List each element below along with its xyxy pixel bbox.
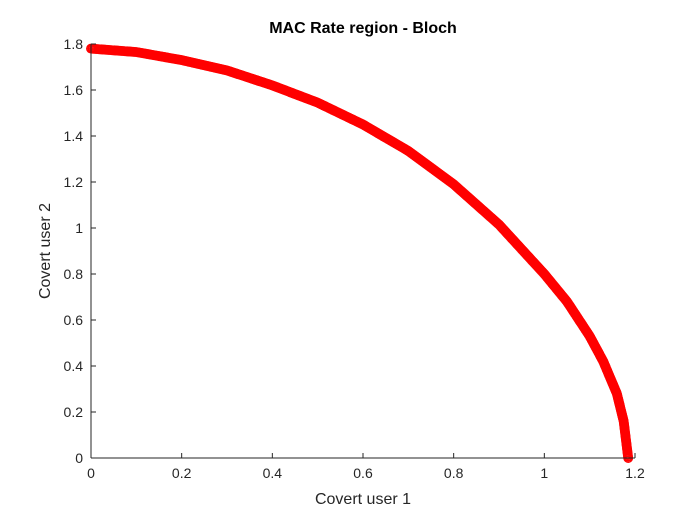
y-tick-label: 0 (75, 450, 83, 466)
x-axis-label: Covert user 1 (315, 491, 411, 508)
y-tick-label: 1.2 (64, 174, 84, 190)
plot-area (91, 44, 635, 458)
x-tick-label: 1.2 (625, 465, 645, 481)
y-tick-label: 1.4 (64, 128, 84, 144)
y-tick-label: 0.8 (64, 266, 84, 282)
y-tick-label: 0.6 (64, 312, 84, 328)
x-tick-label: 0 (87, 465, 95, 481)
x-tick-label: 0.2 (172, 465, 192, 481)
x-tick-label: 0.4 (263, 465, 283, 481)
y-tick-label: 1 (75, 220, 83, 236)
y-tick-label: 1.8 (64, 36, 84, 52)
y-tick-label: 0.4 (64, 358, 84, 374)
y-tick-label: 0.2 (64, 404, 84, 420)
y-axis-label: Covert user 2 (37, 203, 54, 299)
chart-title: MAC Rate region - Bloch (269, 20, 457, 37)
x-ticks: 0 0.2 0.4 0.6 0.8 1 1.2 (87, 453, 645, 481)
y-ticks: 0 0.2 0.4 0.6 0.8 1 1.2 1.4 1.6 1.8 (64, 36, 96, 466)
y-tick-label: 1.6 (64, 82, 84, 98)
x-tick-label: 0.8 (444, 465, 464, 481)
data-layer (86, 43, 634, 463)
x-tick-label: 1 (540, 465, 548, 481)
x-tick-label: 0.6 (353, 465, 373, 481)
